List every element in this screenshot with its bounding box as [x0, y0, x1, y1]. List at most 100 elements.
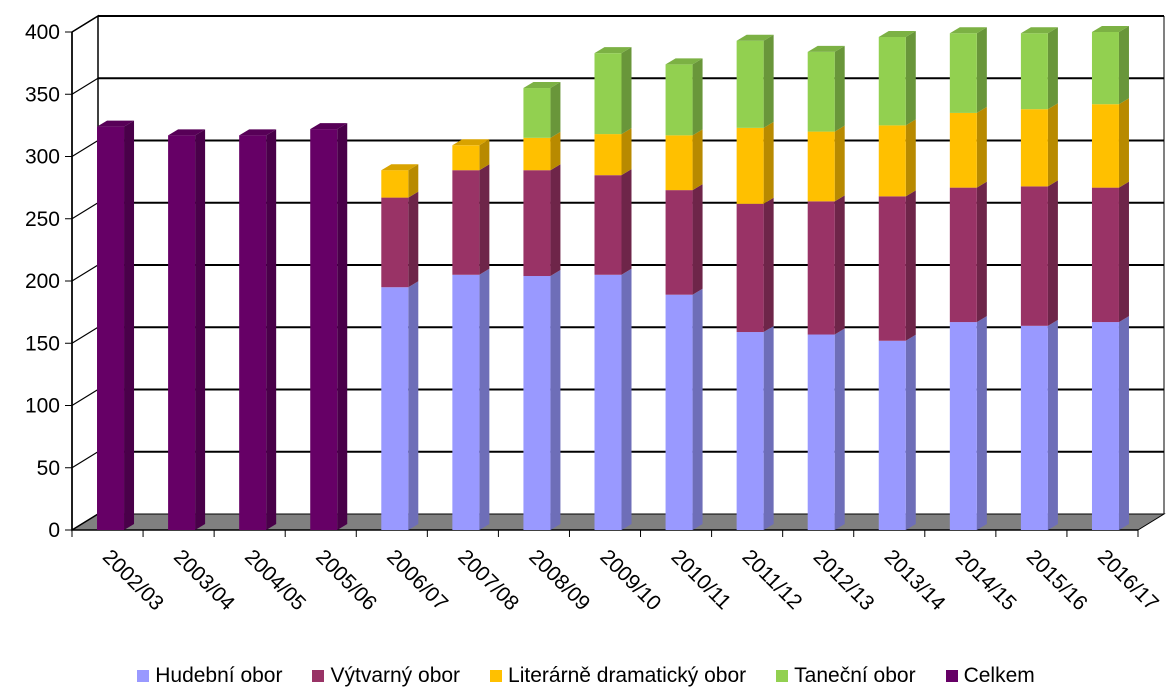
- legend-item: Literárně dramatický obor: [490, 664, 746, 688]
- bar-segment: [523, 170, 551, 277]
- y-tick-label: 100: [25, 395, 60, 418]
- x-tick-label: 2010/11: [667, 545, 736, 614]
- bar-side: [408, 281, 419, 530]
- bar-segment: [523, 88, 551, 138]
- bar-side: [905, 334, 916, 530]
- bar-side: [692, 288, 703, 530]
- bar-side: [550, 82, 561, 138]
- bar-segment: [878, 125, 906, 197]
- bar-segment: [949, 33, 977, 113]
- y-tick-label: 400: [25, 21, 60, 44]
- bar-segment: [381, 197, 409, 288]
- bar-side: [621, 47, 632, 135]
- gridline-side: [71, 77, 99, 95]
- legend-swatch: [490, 670, 503, 682]
- bar-side: [763, 34, 774, 128]
- bar-segment: [97, 126, 125, 531]
- bar-top: [1091, 26, 1129, 32]
- bar-side: [408, 191, 419, 288]
- bar-side: [1047, 319, 1058, 530]
- bar-segment: [949, 112, 977, 188]
- bar-top: [807, 45, 845, 52]
- bar-side: [479, 139, 490, 171]
- x-tick-label: 2009/10: [595, 545, 665, 615]
- bar-side: [834, 195, 845, 335]
- legend-item: Taneční obor: [776, 664, 916, 688]
- bar-segment: [239, 135, 267, 530]
- gridline-side: [71, 451, 99, 469]
- bar-side: [763, 326, 774, 530]
- bar-side: [1118, 181, 1129, 323]
- bar-segment: [1091, 322, 1119, 530]
- bar-segment: [1020, 109, 1048, 187]
- bar-segment: [594, 53, 622, 135]
- y-tick-label: 350: [25, 83, 60, 106]
- bar-segment: [736, 127, 764, 204]
- y-tick-label: 150: [25, 332, 60, 355]
- bar-segment: [878, 36, 906, 126]
- bar-segment: [736, 332, 764, 530]
- bar-segment: [381, 287, 409, 530]
- bar-segment: [452, 145, 480, 171]
- bar-side: [763, 197, 774, 333]
- legend-label: Hudební obor: [155, 664, 283, 687]
- bar-top: [523, 82, 561, 89]
- bar-segment: [807, 51, 835, 132]
- bar-side: [692, 58, 703, 136]
- gridline-side: [71, 15, 99, 33]
- bar-segment: [594, 175, 622, 275]
- bar-side: [976, 27, 987, 113]
- x-tick-label: 2013/14: [880, 545, 950, 615]
- bar-side: [550, 270, 561, 530]
- bar-segment: [1020, 33, 1048, 110]
- bar-top: [736, 34, 774, 41]
- bar-side: [550, 131, 561, 171]
- bar-segment: [594, 274, 622, 530]
- legend-label: Celkem: [963, 664, 1035, 687]
- x-tick-label: 2011/12: [738, 545, 807, 614]
- bar-side: [479, 164, 490, 275]
- y-tick-label: 200: [25, 270, 60, 293]
- legend-item: Výtvarný obor: [312, 664, 460, 688]
- legend-swatch: [945, 670, 958, 682]
- bar-side: [834, 45, 845, 132]
- bar-top: [168, 129, 206, 136]
- bar-side: [692, 184, 703, 295]
- bar-top: [310, 123, 348, 130]
- x-tick-label: 2003/04: [169, 545, 239, 615]
- bar-side: [834, 328, 845, 530]
- bar-side: [692, 129, 703, 191]
- bar-side: [1118, 98, 1129, 188]
- bar-top: [594, 47, 632, 54]
- x-tick-label: 2016/17: [1093, 545, 1163, 615]
- bar-segment: [665, 135, 693, 191]
- bar-segment: [594, 134, 622, 176]
- bar-side: [763, 121, 774, 204]
- x-tick-label: 2015/16: [1022, 545, 1092, 615]
- bar-segment: [452, 274, 480, 530]
- bar-top: [452, 139, 490, 146]
- bar-segment: [878, 196, 906, 341]
- bar-top: [665, 58, 703, 65]
- bar-side: [1118, 26, 1129, 105]
- bar-side: [337, 123, 348, 531]
- x-tick-label: 2005/06: [311, 545, 381, 615]
- legend-label: Taneční obor: [794, 664, 916, 687]
- bar-segment: [1091, 32, 1119, 105]
- legend-swatch: [776, 670, 789, 682]
- legend-item: Hudební obor: [137, 664, 282, 688]
- bar-side: [621, 268, 632, 530]
- legend-item: Celkem: [945, 664, 1035, 688]
- bar-segment: [381, 170, 409, 198]
- legend-label: Výtvarný obor: [330, 664, 461, 687]
- gridline-side: [71, 388, 99, 407]
- bar-segment: [807, 334, 835, 530]
- bar-side: [905, 119, 916, 197]
- bar-top: [381, 164, 419, 171]
- x-tick-label: 2008/09: [524, 545, 594, 615]
- bar-top: [878, 30, 916, 37]
- bar-segment: [949, 187, 977, 323]
- legend-swatch: [312, 670, 325, 682]
- bar-top: [949, 27, 987, 34]
